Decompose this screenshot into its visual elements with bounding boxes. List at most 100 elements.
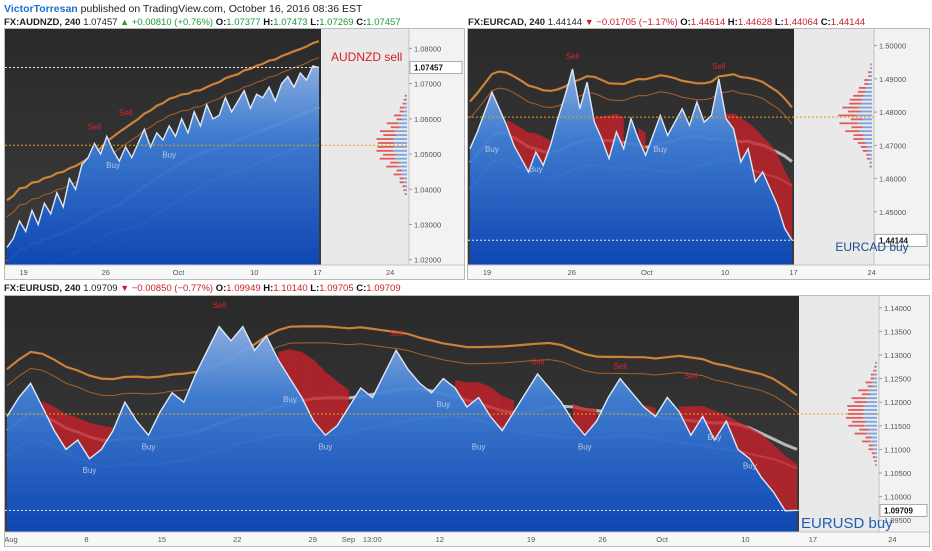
buy-signal-label: Buy	[283, 395, 297, 404]
last-price: 1.07457	[83, 17, 118, 28]
volume-profile-bar	[866, 153, 870, 156]
volume-profile-bar	[405, 98, 407, 101]
volume-profile-bar	[874, 365, 876, 368]
bearish-zone	[638, 127, 646, 156]
buy-signal-label: Buy	[653, 145, 667, 154]
chart-panel-eurcad[interactable]: Sell Sell Buy Buy Buy 1.50000 1.49000 1.48000 1.…	[467, 28, 930, 280]
y-tick-label: 1.10000	[884, 493, 911, 502]
volume-profile-bar	[866, 157, 870, 160]
y-tick-label: 1.13000	[884, 351, 911, 360]
y-tick-label: 1.12500	[884, 375, 911, 384]
bearish-zone	[528, 132, 536, 172]
volume-profile-bar	[847, 405, 864, 407]
header-eurusd: FX:EURUSD, 240 1.09709 ▼ −0.00850 (−0.77…	[4, 283, 401, 294]
volume-profile-bar	[865, 420, 877, 423]
volume-profile-bar	[873, 448, 877, 451]
volume-profile-bar	[838, 114, 857, 117]
x-tick-label: 19	[19, 268, 27, 277]
volume-profile-bar	[393, 173, 401, 176]
moving-average-band	[6, 57, 320, 218]
chart-annotation: AUDNZD sell	[331, 50, 402, 64]
volume-profile-bar	[866, 432, 877, 435]
chart-eurcad[interactable]: Sell Sell Buy Buy Buy 1.50000 1.49000 1.48000 1.…	[468, 29, 929, 279]
volume-profile-bar	[870, 377, 875, 380]
volume-profile-bar	[390, 126, 400, 129]
symbol-label[interactable]: FX:EURCAD, 240	[468, 17, 546, 28]
sell-signal-label: Sell	[389, 329, 403, 338]
volume-profile-bar	[853, 94, 864, 97]
volume-profile-bar	[871, 381, 877, 384]
volume-profile-bar	[839, 122, 858, 125]
volume-profile-bar	[863, 416, 877, 419]
x-tick-label: 26	[598, 535, 606, 544]
volume-profile-bar	[393, 146, 407, 148]
volume-profile-bar	[849, 98, 862, 101]
author-link[interactable]: VictorTorresan	[4, 3, 78, 15]
volume-profile-bar	[393, 138, 407, 140]
bearish-zone	[502, 395, 514, 431]
volume-profile-bar	[872, 385, 877, 388]
price-badge-label: 1.09709	[884, 506, 913, 515]
volume-profile-bar	[853, 138, 864, 140]
buy-signal-label: Buy	[578, 442, 592, 451]
volume-profile-bar	[863, 413, 877, 415]
volume-profile-bar	[857, 142, 866, 144]
volume-profile-bar	[875, 460, 877, 462]
y-tick-label: 1.11500	[884, 422, 911, 431]
volume-profile-bar	[864, 83, 869, 85]
sell-signal-label: Sell	[684, 372, 698, 381]
volume-profile-bar	[863, 138, 872, 140]
chart-audnzd[interactable]: Sell Sell Buy Buy 1.08000 1.07000 1.06000 1.050…	[5, 29, 464, 289]
volume-profile-bar	[875, 365, 877, 368]
volume-profile-bar	[866, 401, 877, 403]
chart-panel-eurusd[interactable]: Sell Sell Sell Sell Sell Buy Buy Buy Buy Buy Buy Bu…	[4, 295, 930, 547]
chart-eurusd[interactable]: Sell Sell Sell Sell Sell Buy Buy Buy Buy Buy Buy Bu…	[4, 296, 929, 546]
bearish-zone	[773, 444, 786, 511]
volume-profile-bar	[868, 71, 871, 74]
x-tick-label: 8	[84, 535, 88, 544]
bearish-zone	[325, 371, 338, 436]
x-tick-label: 22	[233, 535, 241, 544]
x-tick-label: 26	[568, 268, 576, 277]
bearish-zone	[77, 417, 90, 459]
moving-average-band	[469, 70, 793, 109]
volume-profile-bar	[376, 138, 394, 140]
price-badge	[409, 61, 463, 74]
buy-signal-label: Buy	[162, 151, 176, 160]
volume-profile-bar	[404, 185, 407, 188]
last-price: 1.44144	[547, 17, 583, 28]
volume-profile-bar	[842, 106, 859, 109]
chart-panel-audnzd[interactable]: Sell Sell Buy Buy 1.08000 1.07000 1.06000 1.050…	[4, 28, 465, 289]
x-tick-label: Aug	[5, 535, 18, 544]
sell-signal-label: Sell	[566, 52, 580, 61]
volume-profile-bar	[399, 177, 404, 180]
symbol-label[interactable]: FX:AUDNZD, 240	[4, 17, 81, 28]
volume-profile-bar	[860, 146, 867, 148]
buy-signal-label: Buy	[436, 400, 450, 409]
volume-profile-bar	[853, 134, 864, 136]
symbol-label[interactable]: FX:EURUSD, 240	[4, 283, 81, 294]
volume-profile-bar	[376, 149, 394, 152]
bearish-zone	[66, 414, 78, 450]
volume-profile-bar	[865, 397, 877, 400]
volume-profile-bar	[854, 432, 867, 435]
volume-profile-bar	[868, 444, 874, 447]
bearish-zone	[755, 128, 763, 182]
low-value: 1.44064	[783, 17, 819, 28]
volume-profile-bar	[399, 106, 404, 109]
volume-profile-bar	[872, 456, 876, 459]
x-tick-label: 17	[809, 535, 817, 544]
x-tick-label: 19	[527, 535, 535, 544]
bearish-zone	[535, 133, 544, 166]
volume-profile-bar	[868, 389, 877, 392]
volume-profile-bar	[876, 464, 877, 466]
y-tick-label: 1.02000	[414, 256, 441, 265]
open-value: 1.09949	[226, 283, 261, 294]
bearish-zone	[784, 170, 792, 241]
close-value: 1.44144	[830, 17, 866, 28]
y-tick-label: 1.10500	[884, 469, 911, 478]
volume-profile-bar	[859, 428, 869, 431]
x-tick-label: 24	[386, 268, 394, 277]
y-tick-label: 1.47000	[879, 141, 906, 150]
change-value: −0.01705 (−1.17%)	[596, 17, 678, 28]
